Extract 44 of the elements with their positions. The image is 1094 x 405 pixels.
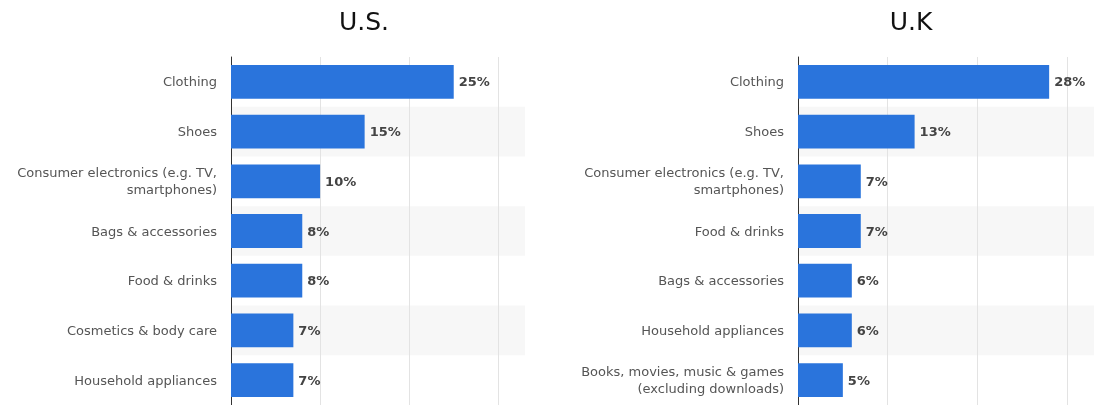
bar xyxy=(798,64,1050,99)
y-tick-label: Household appliances xyxy=(74,372,218,388)
data-label: 10% xyxy=(325,173,357,189)
y-tick-label: Consumer electronics (e.g. TV, smartphones) xyxy=(584,165,784,198)
bar xyxy=(231,313,294,348)
data-label: 6% xyxy=(856,322,879,338)
y-tick-label: Food & drinks xyxy=(694,223,785,239)
bar xyxy=(231,114,365,149)
data-label: 28% xyxy=(1054,74,1086,90)
data-label: 7% xyxy=(865,173,888,189)
chart-title: U.K xyxy=(889,7,933,36)
data-label: 25% xyxy=(458,74,490,90)
bar xyxy=(231,363,294,398)
y-tick-label: Clothing xyxy=(729,74,784,90)
data-label: 13% xyxy=(919,124,951,140)
bar xyxy=(231,164,321,199)
data-label: 5% xyxy=(847,372,870,388)
bar xyxy=(798,164,861,199)
y-tick-label: Shoes xyxy=(177,124,218,140)
data-label: 8% xyxy=(307,223,330,239)
y-tick-label: Consumer electronics (e.g. TV, smartphones) xyxy=(17,165,217,198)
y-tick-label: Cosmetics & body care xyxy=(67,322,217,338)
data-label: 6% xyxy=(856,273,879,289)
y-tick-label: Clothing xyxy=(162,74,217,90)
chart-title: U.S. xyxy=(338,7,390,36)
y-tick-label: Shoes xyxy=(744,124,785,140)
bar xyxy=(231,214,303,248)
bar xyxy=(798,363,843,398)
y-tick-label: Household appliances xyxy=(641,322,785,338)
data-label: 7% xyxy=(298,322,321,338)
bar xyxy=(231,263,303,298)
data-label: 8% xyxy=(307,273,330,289)
data-label: 7% xyxy=(298,372,321,388)
y-tick-label: Books, movies, music & games (excluding downloads) xyxy=(581,364,785,397)
bar xyxy=(798,263,852,298)
y-tick-label: Bags & accessories xyxy=(91,223,218,239)
data-label: 15% xyxy=(369,124,401,140)
bar xyxy=(798,114,915,149)
bar xyxy=(798,313,852,348)
bar xyxy=(231,64,454,99)
y-tick-label: Food & drinks xyxy=(127,273,218,289)
y-tick-label: Bags & accessories xyxy=(658,273,785,289)
bar xyxy=(798,214,861,248)
data-label: 7% xyxy=(865,223,888,239)
